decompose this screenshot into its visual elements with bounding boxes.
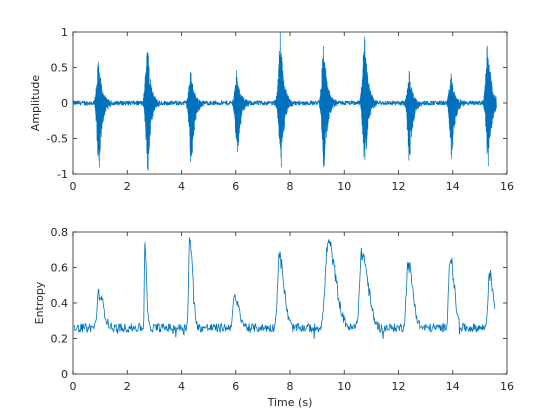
amplitude-x-tick-label: 16 bbox=[500, 180, 514, 193]
entropy-x-tick-label: 10 bbox=[337, 380, 351, 393]
entropy-y-axis-label: Entropy bbox=[33, 281, 46, 324]
amplitude-x-tick-label: 12 bbox=[392, 180, 406, 193]
entropy-y-tick-label: 0.6 bbox=[51, 262, 69, 275]
entropy-x-ticks: 0 2 4 6 8 10 12 14 16 bbox=[70, 232, 514, 393]
amplitude-plot: 0 2 4 6 8 10 12 14 16 -1 -0.5 0 0.5 1 Amplitude bbox=[29, 26, 514, 193]
entropy-x-tick-label: 4 bbox=[178, 380, 185, 393]
entropy-y-tick-label: 0.2 bbox=[51, 333, 69, 346]
entropy-x-tick-label: 8 bbox=[287, 380, 294, 393]
amplitude-x-tick-label: 6 bbox=[232, 180, 239, 193]
entropy-y-tick-label: 0.8 bbox=[51, 226, 69, 239]
amplitude-x-tick-label: 0 bbox=[70, 180, 77, 193]
entropy-y-ticks: 0 0.2 0.4 0.6 0.8 bbox=[51, 226, 507, 381]
entropy-axes-box bbox=[72, 231, 508, 375]
amplitude-y-tick-label: -1 bbox=[57, 168, 68, 181]
entropy-x-tick-label: 0 bbox=[70, 380, 77, 393]
entropy-y-tick-label: 0 bbox=[61, 368, 68, 381]
amplitude-x-tick-label: 10 bbox=[337, 180, 351, 193]
amplitude-y-axis-label: Amplitude bbox=[29, 75, 42, 132]
amplitude-x-tick-label: 2 bbox=[124, 180, 131, 193]
amplitude-y-tick-label: -0.5 bbox=[47, 133, 68, 146]
entropy-x-tick-label: 14 bbox=[446, 380, 460, 393]
entropy-series-line bbox=[73, 237, 496, 340]
amplitude-y-tick-label: 1 bbox=[61, 26, 68, 39]
amplitude-x-tick-label: 8 bbox=[287, 180, 294, 193]
amplitude-signal-line bbox=[73, 31, 497, 171]
entropy-plot: 0 2 4 6 8 10 12 14 16 0 0.2 0.4 0.6 0.8 Time (s) Ent… bbox=[33, 226, 514, 409]
amplitude-y-ticks: -1 -0.5 0 0.5 1 bbox=[47, 26, 507, 181]
entropy-x-axis-label: Time (s) bbox=[267, 396, 313, 409]
entropy-x-tick-label: 12 bbox=[392, 380, 406, 393]
entropy-x-tick-label: 6 bbox=[232, 380, 239, 393]
amplitude-x-ticks: 0 2 4 6 8 10 12 14 16 bbox=[70, 32, 514, 193]
amplitude-y-tick-label: 0 bbox=[61, 97, 68, 110]
amplitude-x-tick-label: 4 bbox=[178, 180, 185, 193]
entropy-y-tick-label: 0.4 bbox=[51, 297, 69, 310]
entropy-x-tick-label: 2 bbox=[124, 380, 131, 393]
amplitude-x-tick-label: 14 bbox=[446, 180, 460, 193]
entropy-x-tick-label: 16 bbox=[500, 380, 514, 393]
amplitude-y-tick-label: 0.5 bbox=[51, 62, 69, 75]
